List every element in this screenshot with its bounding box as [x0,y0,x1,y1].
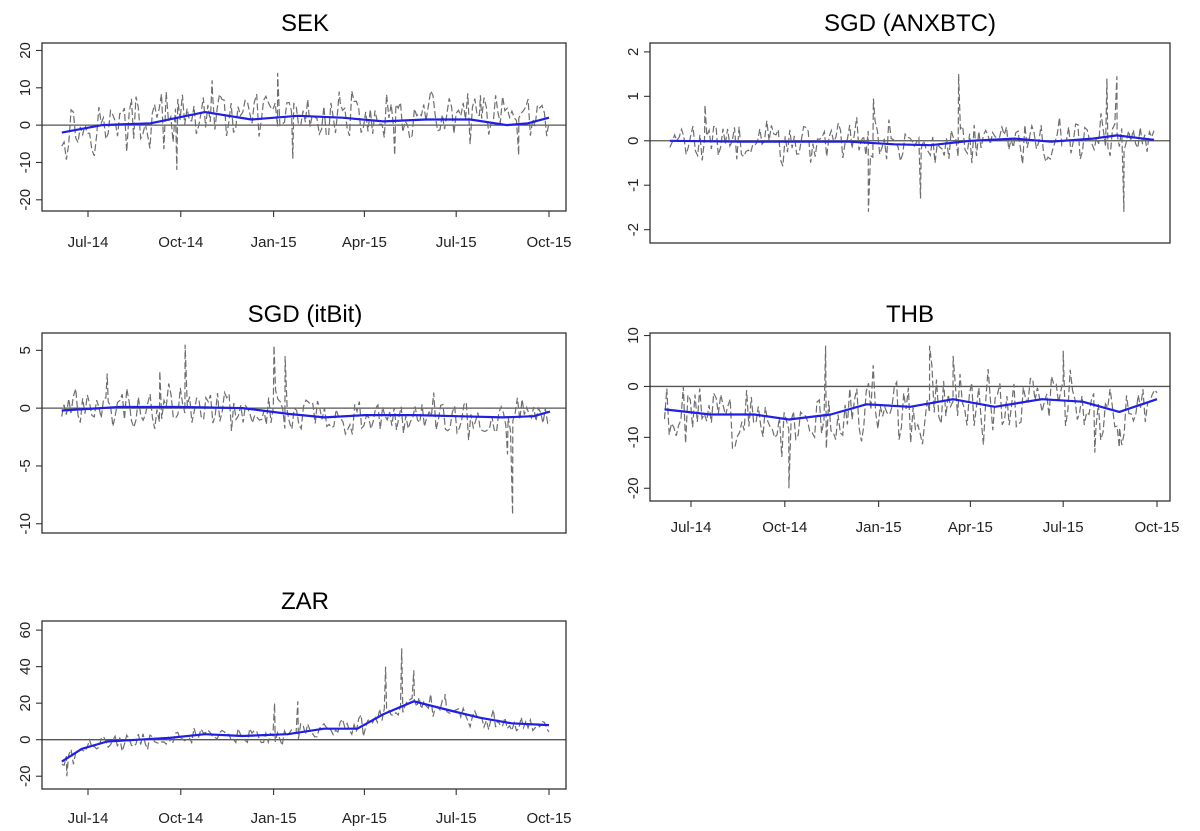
plot-frame [41,42,567,212]
x-tick-label: Jul-15 [1043,519,1084,536]
smoothed-series-line [669,134,1155,147]
x-tick-label: Jan-15 [856,519,902,536]
smoothed-series-line [61,700,550,763]
smoothed-series-line [61,405,551,419]
y-tick-label: 10 [625,327,642,344]
chart-panel-5: ZAR -20 0 20 40 60 Jul-14 Oct-14 Jan-15 Apr-15 Jul… [17,588,572,827]
x-tick-label: Jan-15 [251,810,297,827]
x-tick-label: Oct-14 [762,519,807,536]
raw-series-line [663,345,1158,489]
y-tick-label: -10 [625,427,642,449]
y-tick-label: 0 [17,404,34,412]
raw-series-line [61,344,551,515]
chart-panel-1: SEK -20 -10 0 10 20 Jul-14 Oct-14 Jan-15 Apr-15 Ju… [17,10,572,251]
x-tick-label: Oct-14 [158,234,203,251]
raw-series-line [61,72,550,170]
y-tick-label: 1 [625,92,642,100]
chart-panel-3: SGD (itBit) -10 -5 0 5 [17,301,567,535]
y-tick-label: 10 [17,79,34,96]
raw-series-line [669,74,1155,212]
y-tick-label: -1 [625,179,642,192]
plot-frame [41,332,567,534]
y-tick-label: 0 [625,137,642,145]
x-tick-label: Apr-15 [342,810,387,827]
chart-title: SEK [281,10,329,37]
chart-panel-4: THB -20 -10 0 10 Jul-14 Oct-14 Jan-15 Apr-15 Jul-… [625,301,1180,536]
y-tick-label: 5 [17,346,34,354]
smoothed-series-line [664,398,1158,421]
x-tick-label: Jan-15 [251,234,297,251]
chart-title: SGD (itBit) [248,301,363,328]
y-tick-label: -10 [17,513,34,535]
y-tick-label: 60 [17,622,34,639]
y-tick-label: 20 [17,695,34,712]
plot-frame [649,42,1171,244]
x-tick-label: Jul-15 [436,234,477,251]
x-tick-label: Oct-15 [1134,519,1179,536]
x-tick-label: Oct-14 [158,810,203,827]
y-tick-label: -10 [17,152,34,174]
y-tick-label: 2 [625,48,642,56]
y-tick-label: 20 [17,42,34,59]
y-tick-label: 0 [17,736,34,744]
x-tick-label: Apr-15 [948,519,993,536]
y-tick-label: 0 [625,382,642,390]
x-tick-label: Oct-15 [526,810,571,827]
smoothed-series-line [61,111,550,134]
x-tick-label: Apr-15 [342,234,387,251]
y-tick-label: -20 [625,477,642,499]
chart-title: ZAR [281,588,329,615]
plot-frame [41,620,567,790]
x-tick-label: Jul-14 [68,234,109,251]
chart-panel-2: SGD (ANXBTC) -2 -1 0 1 2 [625,10,1171,244]
y-tick-label: -2 [625,223,642,236]
plot-frame [649,332,1171,502]
chart-title: SGD (ANXBTC) [824,10,996,37]
y-tick-label: -5 [17,459,34,472]
y-tick-label: -20 [17,189,34,211]
raw-series-line [61,648,550,777]
y-tick-label: -20 [17,765,34,787]
y-tick-label: 40 [17,658,34,675]
chart-title: THB [886,301,934,328]
x-tick-label: Jul-14 [671,519,712,536]
x-tick-label: Jul-15 [436,810,477,827]
x-tick-label: Oct-15 [526,234,571,251]
y-tick-label: 0 [17,121,34,129]
x-tick-label: Jul-14 [68,810,109,827]
